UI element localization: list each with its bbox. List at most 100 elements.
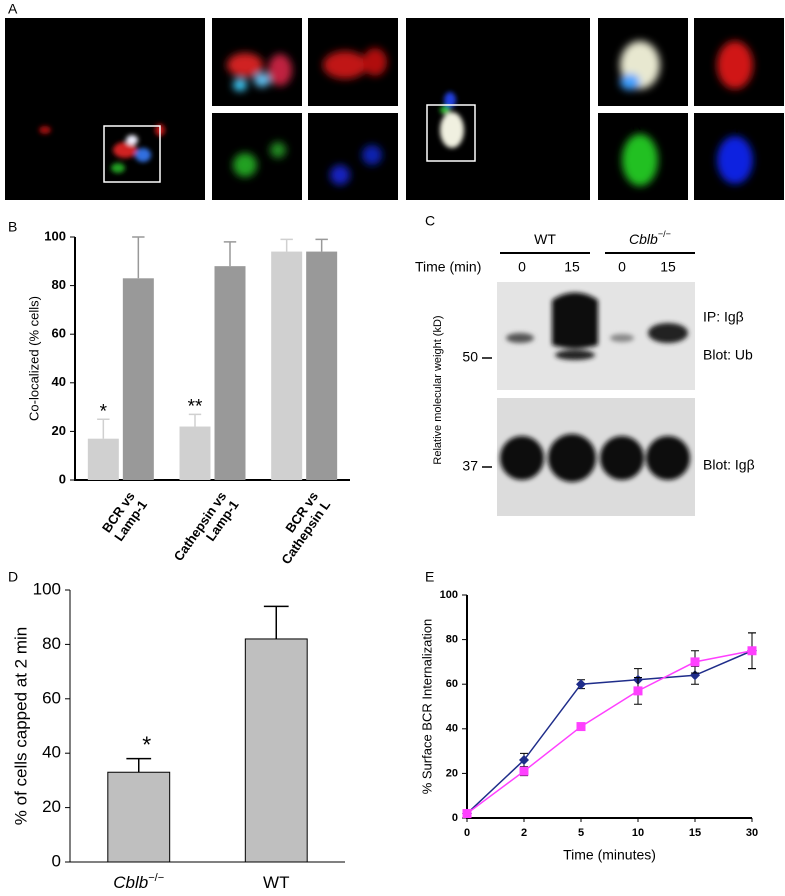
axis-title: Relative molecular weight (kD) <box>432 315 444 464</box>
panel-label: B <box>8 219 17 235</box>
x-tick-label: WT <box>263 873 289 892</box>
inset-label: BCR <box>612 117 642 133</box>
group-label: Cblb−/− <box>629 229 671 246</box>
micrograph-signal <box>39 124 165 173</box>
error-bar <box>315 238 328 252</box>
axis-title: Time (minutes) <box>563 847 656 863</box>
group-label: Cbl-b−/− <box>12 19 72 41</box>
time-value: 15 <box>660 259 676 275</box>
micrograph <box>406 18 590 200</box>
marker <box>519 766 529 776</box>
group-label: WT <box>534 231 556 247</box>
y-tick-label: 100 <box>44 228 66 243</box>
x-tick-label: 30 <box>746 827 758 839</box>
marker <box>519 755 529 766</box>
inset-label: Merge <box>644 21 684 37</box>
y-tick-label: 0 <box>59 471 66 486</box>
inset-label: Lamp-1 <box>733 21 781 37</box>
group-label-text: WT <box>534 231 556 247</box>
x-tick-label: 10 <box>632 827 644 839</box>
time-value: 15 <box>564 259 580 275</box>
significance: ** <box>188 396 203 417</box>
bar <box>107 771 171 863</box>
y-tick-label: 60 <box>52 326 66 341</box>
blot-label: Blot: Ub <box>703 347 753 363</box>
panel-label: C <box>425 213 435 229</box>
group-label-text: WT <box>418 21 446 41</box>
error-bar <box>188 413 202 427</box>
x-tick-label: 5 <box>578 827 584 839</box>
marker <box>462 809 472 819</box>
y-tick-label: 20 <box>42 797 61 816</box>
x-tick-label: 2 <box>521 827 527 839</box>
mw-marker: 50 <box>462 349 478 365</box>
y-tick-label: 40 <box>42 743 61 762</box>
group-label-sup: −/− <box>55 19 72 32</box>
bar <box>122 278 154 480</box>
error-bar <box>280 238 293 252</box>
inset-label: BCR <box>226 117 256 133</box>
x-tick-label: Cathepsin vsLamp-1 <box>171 489 242 572</box>
inset-box <box>426 104 476 162</box>
group-label-sup: −/− <box>658 229 671 239</box>
micrograph <box>212 113 302 200</box>
bar <box>214 266 246 480</box>
group-label-text: Cbl-b <box>12 21 55 41</box>
y-tick-label: 60 <box>446 678 458 690</box>
y-tick-label: 40 <box>446 723 458 735</box>
axis-title: Co-localized (% cells) <box>26 296 41 421</box>
significance: * <box>142 732 151 758</box>
group-label-text: Cblb <box>629 231 658 247</box>
blot-label: Blot: Igβ <box>703 457 755 473</box>
x-tick-label-sup: −/− <box>148 872 164 884</box>
micrograph-signal <box>620 41 753 186</box>
x-tick-label: 15 <box>689 827 701 839</box>
error-bar <box>97 418 110 439</box>
bar <box>306 251 338 480</box>
chart: D 0 20 40 60 80 100 % of cells capped at 2 min *… <box>8 569 345 893</box>
y-tick-label: 20 <box>52 423 66 438</box>
micrograph-signal <box>440 92 464 148</box>
inset-label: Merge <box>258 21 298 37</box>
axis <box>466 595 752 819</box>
micrograph <box>308 113 398 200</box>
marker <box>690 657 700 667</box>
y-tick-label: 100 <box>440 589 458 601</box>
y-tick-label: 0 <box>52 851 61 870</box>
marker <box>747 646 757 656</box>
axis-title: % of cells capped at 2 min <box>11 627 30 825</box>
error-bar <box>223 241 237 267</box>
group-label: WT <box>418 21 446 41</box>
marker <box>633 686 643 696</box>
x-tick-label: Cblb−/− <box>113 872 164 893</box>
bar <box>87 438 119 480</box>
x-tick-label: BCR vsLamp-1 <box>99 489 150 544</box>
bar <box>271 251 303 480</box>
y-tick-label: 80 <box>52 277 66 292</box>
line <box>466 650 753 815</box>
bar <box>244 638 308 863</box>
axis <box>74 237 350 481</box>
mw-marker: 37 <box>462 458 478 474</box>
micrograph <box>5 18 205 200</box>
time-value: 0 <box>518 259 526 275</box>
panel-label: D <box>8 569 18 585</box>
panel-label: E <box>425 569 434 585</box>
y-tick-label: 100 <box>33 579 61 598</box>
marker <box>576 679 586 690</box>
line <box>466 650 753 815</box>
y-tick-label: 0 <box>452 812 458 824</box>
inset-box <box>103 125 161 183</box>
y-tick-label: 60 <box>42 688 61 707</box>
panel-a-images <box>5 18 784 200</box>
x-tick-label-text: WT <box>263 873 289 892</box>
inset-label: Lamp-1 <box>347 21 395 37</box>
y-tick-label: 80 <box>42 634 61 653</box>
y-tick-label: 80 <box>446 634 458 646</box>
x-tick-label: 0 <box>464 827 470 839</box>
significance: * <box>100 401 108 422</box>
time-value: 0 <box>618 259 626 275</box>
